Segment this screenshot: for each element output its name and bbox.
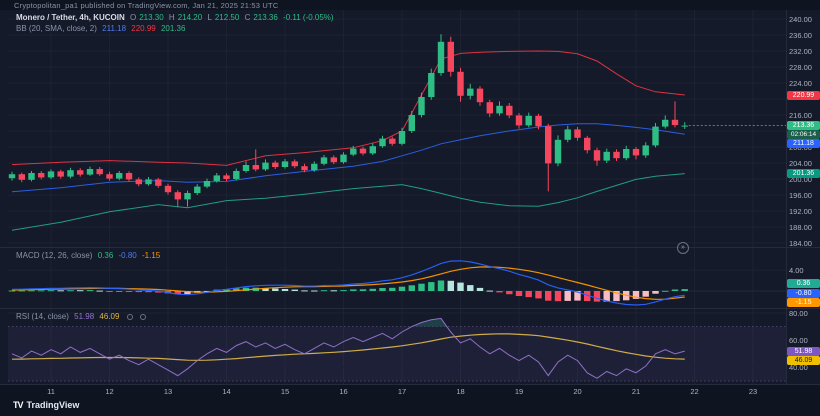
ohlc-open-value: 213.30 (139, 13, 164, 22)
bb-upper-value: 220.99 (131, 24, 156, 33)
rsi-axis-label: 51.98 (787, 346, 820, 356)
candles (8, 34, 688, 208)
time-tick-label: 22 (690, 387, 699, 396)
axis-tick-label: 232.00 (789, 46, 812, 56)
rsi-eye-icon[interactable] (126, 313, 133, 320)
axis-tick-label: 40.00 (789, 362, 808, 372)
bb-upper-price-label: 220.99 (787, 90, 820, 100)
time-tick-label: 15 (280, 387, 290, 396)
footer-brand[interactable]: TV TradingView (13, 400, 79, 410)
ohlc-change-value: -0.11 (-0.05%) (283, 13, 334, 22)
symbol-legend[interactable]: Monero / Tether, 4h, KUCOIN O 213.30 H 214… (16, 13, 337, 22)
macd-signal-value: -1.15 (141, 251, 161, 260)
ohlc-high-value: 214.20 (177, 13, 203, 22)
axis-tick-label: 200.00 (789, 174, 812, 184)
last-price-label: 213.36 (787, 121, 820, 130)
bb-legend[interactable]: BB (20, SMA, close, 2) 211.18 220.99 201… (16, 24, 188, 33)
time-tick-label: 17 (397, 387, 407, 396)
time-tick-label: 11 (47, 387, 55, 396)
time-tick-label: 20 (573, 387, 582, 396)
macd-hist-value: 0.36 (97, 251, 114, 260)
time-tick-label: 16 (339, 387, 348, 396)
bb-basis-price-label: 211.18 (787, 139, 820, 148)
axis-tick-label: 80.00 (789, 308, 808, 318)
time-tick-label: 12 (105, 387, 114, 396)
rsi-title: RSI (14, close) (16, 312, 69, 321)
ohlc-close-value: 213.36 (253, 13, 278, 22)
bb-lower-value: 201.36 (160, 24, 186, 33)
ohlc-open-label: O (129, 13, 137, 22)
axis-tick-label: 184.00 (789, 238, 812, 248)
axis-tick-label: 188.00 (789, 222, 812, 232)
time-tick-label: 21 (631, 387, 641, 396)
tradingview-logo-icon: TV (13, 400, 23, 410)
axis-tick-label: 216.00 (789, 110, 812, 120)
time-tick-label: 18 (456, 387, 465, 396)
rsi-settings-icon[interactable] (139, 313, 146, 320)
time-tick-label: 13 (163, 387, 173, 396)
axis-tick-label: 196.00 (789, 190, 812, 200)
rsi-ma-axis-label: 46.09 (787, 355, 820, 365)
macd-line-axis-label: -0.80 (787, 288, 820, 298)
axis-tick-label: 192.00 (789, 206, 812, 216)
time-tick-label: 23 (748, 387, 758, 396)
rsi-ma-value: 46.09 (99, 312, 120, 321)
axis-tick-label: 60.00 (789, 335, 808, 345)
macd-histogram (8, 280, 688, 302)
time-tick-label: 19 (514, 387, 524, 396)
axis-tick-label: 236.00 (789, 30, 812, 40)
bb-title: BB (20, SMA, close, 2) (16, 24, 97, 33)
macd-hist-axis-label: 0.36 (787, 279, 820, 288)
jump-to-realtime-button[interactable]: » (677, 242, 689, 254)
macd-signal-axis-label: -1.15 (787, 298, 820, 307)
time-tick-label: 14 (222, 387, 231, 396)
axis-tick-label: 228.00 (789, 62, 812, 72)
macd-legend[interactable]: MACD (12, 26, close) 0.36 -0.80 -1.15 (16, 251, 163, 260)
ohlc-close-label: C (244, 13, 251, 22)
ohlc-high-label: H (168, 13, 175, 22)
bar-countdown-label: 02:06:14 (787, 130, 820, 139)
axis-tick-label: 224.00 (789, 78, 812, 88)
axis-tick-label: 204.00 (789, 158, 812, 168)
publish-info: Cryptopolitan_pa1 published on TradingVi… (14, 1, 279, 10)
ohlc-low-label: L (207, 13, 212, 22)
bb-basis-value: 211.18 (102, 24, 127, 33)
macd-line-value: -0.80 (118, 251, 137, 260)
symbol-title: Monero / Tether, 4h, KUCOIN (16, 13, 125, 22)
ohlc-low-value: 212.50 (214, 13, 240, 22)
tradingview-brand-text: TradingView (26, 400, 80, 410)
axis-tick-label: 240.00 (789, 14, 812, 24)
rsi-legend[interactable]: RSI (14, close) 51.98 46.09 (16, 312, 149, 321)
rsi-value: 51.98 (74, 312, 95, 321)
axis-tick-label: 4.00 (789, 265, 804, 275)
bb-lower-price-label: 201.36 (787, 169, 820, 178)
macd-title: MACD (12, 26, close) (16, 251, 93, 260)
